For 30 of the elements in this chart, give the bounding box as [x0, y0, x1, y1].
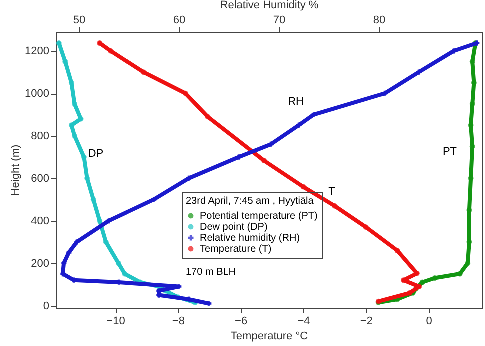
y-tick-label: 0 [43, 300, 50, 312]
x-tick-label: −4 [298, 316, 310, 328]
x-tick-label: −6 [235, 316, 248, 328]
x-axis-title: Temperature °C [230, 330, 308, 342]
y-tick-label: 400 [31, 215, 50, 228]
x-tick-label: −10 [106, 316, 126, 328]
x-tick-label: −2 [360, 316, 373, 328]
y-tick-label: 800 [31, 130, 50, 143]
x2-tick-label: 60 [173, 14, 186, 26]
legend-label: Potential temperature (PT) [200, 211, 318, 222]
y-axis-title: Height (m) [10, 144, 22, 196]
x-tick-label: 0 [426, 316, 432, 328]
y-tick-label: 200 [31, 258, 50, 270]
annotation: T [328, 186, 336, 198]
legend-label: Temperature (T) [200, 244, 272, 255]
x2-tick-label: 80 [373, 14, 386, 26]
x2-axis-title: Relative Humidity % [220, 0, 319, 12]
legend-title: 23rd April, 7:45 am , Hyytiäla [186, 196, 314, 207]
y-tick-label: 1000 [25, 88, 50, 100]
y-tick-label: 600 [31, 172, 50, 185]
x2-tick-label: 70 [273, 14, 286, 26]
x-tick-label: −8 [172, 316, 185, 328]
x2-tick-label: 50 [73, 14, 86, 26]
annotation: RH [288, 96, 304, 108]
legend-label: Dew point (DP) [200, 222, 268, 233]
y-tick-label: 1200 [25, 46, 50, 58]
annotation: 170 m BLH [186, 267, 236, 278]
annotation: DP [88, 148, 104, 160]
annotation: PT [442, 146, 458, 158]
legend-label: Relative humidity (RH) [200, 233, 300, 244]
